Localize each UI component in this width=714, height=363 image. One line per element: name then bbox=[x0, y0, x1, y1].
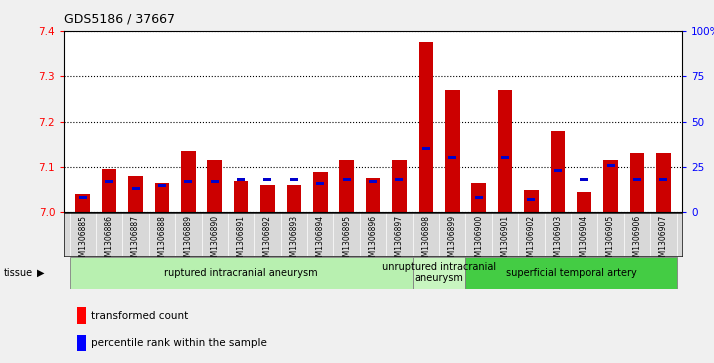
Bar bbox=[263, 178, 271, 181]
Bar bbox=[422, 147, 430, 150]
Text: ruptured intracranial aneurysm: ruptured intracranial aneurysm bbox=[164, 268, 318, 278]
Bar bbox=[607, 164, 615, 167]
Text: GSM1306907: GSM1306907 bbox=[659, 215, 668, 266]
Text: GSM1306897: GSM1306897 bbox=[395, 215, 404, 266]
Bar bbox=[105, 180, 113, 183]
Bar bbox=[445, 90, 460, 212]
Text: GSM1306890: GSM1306890 bbox=[210, 215, 219, 266]
Bar bbox=[656, 154, 670, 212]
Bar bbox=[290, 178, 298, 181]
Bar bbox=[396, 178, 403, 181]
Bar bbox=[524, 190, 538, 212]
Bar bbox=[660, 178, 668, 181]
Text: GSM1306894: GSM1306894 bbox=[316, 215, 325, 266]
Bar bbox=[466, 257, 677, 289]
Bar bbox=[76, 307, 86, 324]
Bar bbox=[630, 154, 644, 212]
Bar bbox=[76, 335, 86, 351]
Bar bbox=[577, 192, 591, 212]
Text: GSM1306891: GSM1306891 bbox=[236, 215, 246, 266]
Bar bbox=[129, 176, 143, 212]
Text: GSM1306905: GSM1306905 bbox=[606, 215, 615, 266]
Text: ▶: ▶ bbox=[37, 268, 45, 278]
Bar bbox=[158, 184, 166, 187]
Bar bbox=[181, 151, 196, 212]
Bar bbox=[501, 156, 509, 159]
Bar bbox=[413, 257, 466, 289]
Bar bbox=[260, 185, 275, 212]
Text: unruptured intracranial
aneurysm: unruptured intracranial aneurysm bbox=[382, 262, 496, 284]
Bar bbox=[633, 178, 641, 181]
Bar bbox=[76, 194, 90, 212]
Bar bbox=[69, 257, 413, 289]
Text: GSM1306904: GSM1306904 bbox=[580, 215, 589, 266]
Bar bbox=[237, 178, 245, 181]
Text: GSM1306902: GSM1306902 bbox=[527, 215, 536, 266]
Text: GSM1306887: GSM1306887 bbox=[131, 215, 140, 266]
Bar bbox=[102, 169, 116, 212]
Text: GSM1306899: GSM1306899 bbox=[448, 215, 457, 266]
Bar bbox=[343, 178, 351, 181]
Text: GSM1306888: GSM1306888 bbox=[157, 215, 166, 266]
Text: GSM1306886: GSM1306886 bbox=[105, 215, 114, 266]
Text: GSM1306901: GSM1306901 bbox=[501, 215, 510, 266]
Bar bbox=[603, 160, 618, 212]
Text: percentile rank within the sample: percentile rank within the sample bbox=[91, 338, 267, 348]
Bar bbox=[528, 198, 536, 201]
Bar bbox=[339, 160, 354, 212]
Bar bbox=[211, 180, 218, 183]
Bar bbox=[366, 178, 381, 212]
Bar bbox=[369, 180, 377, 183]
Bar bbox=[418, 42, 433, 212]
Bar bbox=[131, 187, 139, 190]
Bar bbox=[208, 160, 222, 212]
Bar bbox=[498, 90, 512, 212]
Bar bbox=[316, 182, 324, 185]
Bar bbox=[392, 160, 407, 212]
Text: GSM1306903: GSM1306903 bbox=[553, 215, 563, 266]
Text: GSM1306896: GSM1306896 bbox=[368, 215, 378, 266]
Text: GSM1306893: GSM1306893 bbox=[289, 215, 298, 266]
Text: GDS5186 / 37667: GDS5186 / 37667 bbox=[64, 13, 175, 26]
Bar bbox=[184, 180, 192, 183]
Text: transformed count: transformed count bbox=[91, 311, 188, 321]
Text: GSM1306889: GSM1306889 bbox=[183, 215, 193, 266]
Bar bbox=[448, 156, 456, 159]
Text: GSM1306898: GSM1306898 bbox=[421, 215, 431, 266]
Bar bbox=[79, 196, 86, 199]
Bar bbox=[554, 169, 562, 172]
Bar bbox=[580, 178, 588, 181]
Text: GSM1306906: GSM1306906 bbox=[633, 215, 641, 266]
Bar bbox=[286, 185, 301, 212]
Bar bbox=[550, 131, 565, 212]
Text: GSM1306900: GSM1306900 bbox=[474, 215, 483, 266]
Text: tissue: tissue bbox=[4, 268, 33, 278]
Bar bbox=[475, 196, 483, 199]
Bar bbox=[313, 172, 328, 212]
Text: GSM1306885: GSM1306885 bbox=[79, 215, 87, 266]
Text: GSM1306895: GSM1306895 bbox=[342, 215, 351, 266]
Bar bbox=[234, 181, 248, 212]
Bar bbox=[471, 183, 486, 212]
Text: superficial temporal artery: superficial temporal artery bbox=[506, 268, 636, 278]
Bar bbox=[155, 183, 169, 212]
Text: GSM1306892: GSM1306892 bbox=[263, 215, 272, 266]
